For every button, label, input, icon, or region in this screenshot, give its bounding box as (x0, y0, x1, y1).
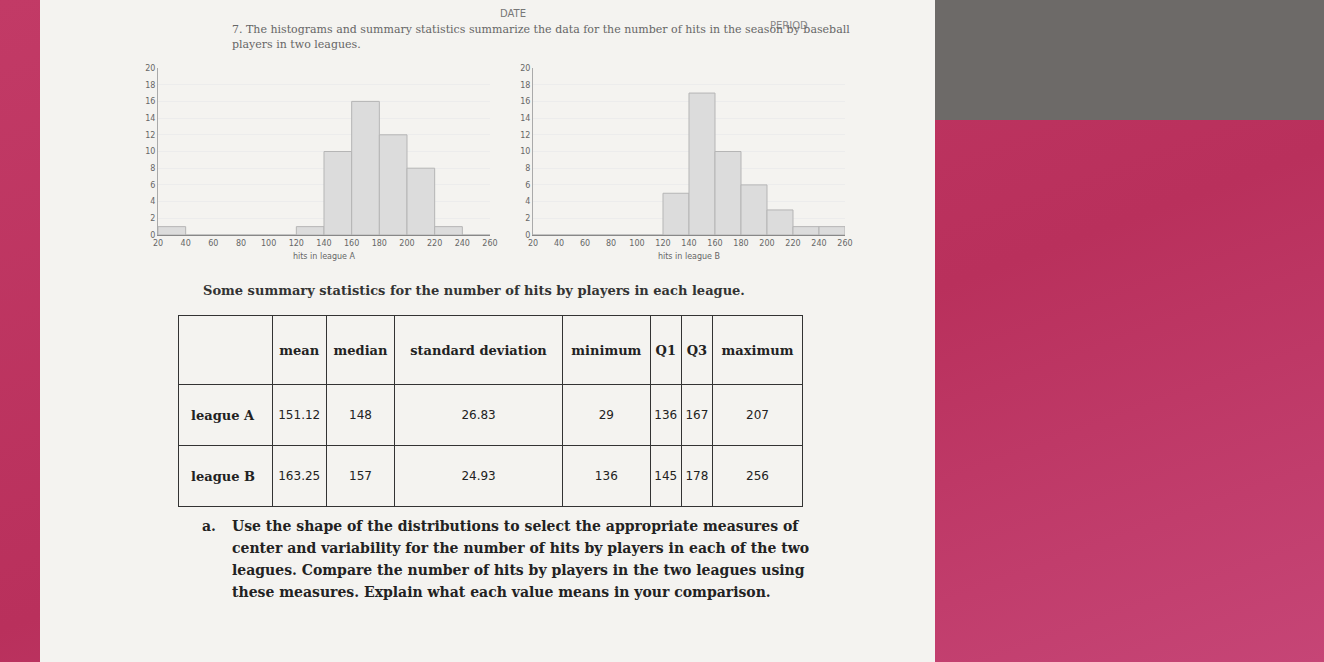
html-text:maximum: maximum (721, 342, 794, 358)
svg-text:20: 20 (520, 64, 530, 73)
svg-text:20: 20 (145, 64, 155, 73)
svg-text:120: 120 (655, 239, 670, 248)
html-text:DATE: DATE (500, 8, 526, 19)
html-text:151.12: 151.12 (278, 408, 321, 422)
html-text:167: 167 (685, 408, 709, 422)
html-text:league A: league A (191, 407, 255, 423)
html-text:Some summary statistics for th: Some summary statistics for the number o… (203, 283, 745, 298)
svg-text:240: 240 (455, 239, 470, 248)
svg-text:18: 18 (520, 81, 530, 90)
html-text:178: 178 (685, 469, 709, 483)
html-text:207: 207 (746, 408, 769, 422)
svg-text:140: 140 (316, 239, 331, 248)
svg-text:8: 8 (525, 164, 530, 173)
html-text:256: 256 (746, 469, 769, 483)
html-text:163.25: 163.25 (278, 469, 321, 483)
svg-text:hits in league B: hits in league B (658, 252, 720, 261)
svg-text:hits in league A: hits in league A (293, 252, 356, 261)
svg-text:0: 0 (525, 231, 530, 240)
svg-text:6: 6 (525, 181, 530, 190)
svg-text:60: 60 (208, 239, 218, 248)
svg-text:200: 200 (399, 239, 414, 248)
svg-text:18: 18 (145, 81, 155, 90)
svg-text:260: 260 (837, 239, 852, 248)
html-text:a.: a. (202, 518, 216, 534)
svg-text:0: 0 (150, 231, 155, 240)
svg-text:10: 10 (145, 147, 155, 156)
html-text:26.83: 26.83 (461, 408, 496, 422)
html-text:median: median (333, 342, 388, 358)
svg-text:20: 20 (528, 239, 538, 248)
svg-text:160: 160 (707, 239, 722, 248)
html-text:24.93: 24.93 (461, 469, 496, 483)
svg-text:180: 180 (372, 239, 387, 248)
svg-text:220: 220 (427, 239, 442, 248)
svg-text:6: 6 (150, 181, 155, 190)
svg-text:14: 14 (145, 114, 155, 123)
html-text:Q3: Q3 (686, 342, 708, 358)
html-text:standard deviation: standard deviation (410, 342, 547, 358)
svg-text:100: 100 (629, 239, 644, 248)
svg-text:260: 260 (482, 239, 497, 248)
svg-text:12: 12 (145, 131, 155, 140)
html-text:136: 136 (654, 408, 678, 422)
svg-text:80: 80 (236, 239, 246, 248)
html-text:Use the shape of the distribut: Use the shape of the distributions to se… (232, 518, 809, 600)
svg-text:200: 200 (759, 239, 774, 248)
svg-text:220: 220 (785, 239, 800, 248)
html-text:mean: mean (279, 342, 320, 358)
html-text:29: 29 (598, 408, 614, 422)
html-text:145: 145 (654, 469, 678, 483)
svg-text:180: 180 (733, 239, 748, 248)
svg-text:80: 80 (606, 239, 616, 248)
svg-text:120: 120 (289, 239, 304, 248)
svg-text:40: 40 (554, 239, 564, 248)
svg-text:60: 60 (580, 239, 590, 248)
html-text:7. The histograms and summary: 7. The histograms and summary statistics… (232, 23, 850, 51)
html-text:157: 157 (349, 469, 372, 483)
svg-text:2: 2 (525, 214, 530, 223)
svg-text:20: 20 (153, 239, 163, 248)
html-text:136: 136 (594, 469, 618, 483)
svg-text:160: 160 (344, 239, 359, 248)
html-text:minimum: minimum (571, 342, 642, 358)
svg-text:240: 240 (811, 239, 826, 248)
svg-text:2: 2 (150, 214, 155, 223)
html-text:148: 148 (349, 408, 372, 422)
svg-text:14: 14 (520, 114, 530, 123)
svg-text:140: 140 (681, 239, 696, 248)
svg-text:16: 16 (520, 97, 530, 106)
svg-text:4: 4 (150, 197, 155, 206)
svg-text:10: 10 (520, 147, 530, 156)
svg-text:12: 12 (520, 131, 530, 140)
svg-text:40: 40 (181, 239, 191, 248)
html-text:league B: league B (191, 468, 255, 484)
html-text:PERIOD: PERIOD (770, 20, 808, 31)
svg-text:100: 100 (261, 239, 276, 248)
html-text:Q1: Q1 (655, 342, 676, 358)
svg-text:4: 4 (525, 197, 530, 206)
svg-text:8: 8 (150, 164, 155, 173)
svg-text:16: 16 (145, 97, 155, 106)
